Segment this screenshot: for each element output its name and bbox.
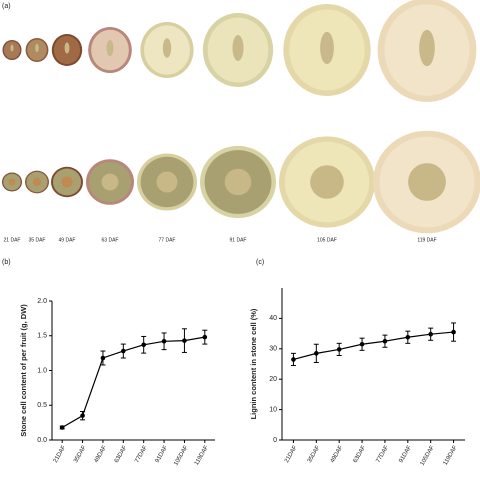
data-line	[293, 331, 454, 361]
fruit-cross-core	[101, 173, 119, 191]
data-point	[451, 329, 456, 335]
data-point	[336, 347, 342, 352]
y-tick-label: 2.0	[37, 298, 47, 305]
stage-label: 119 DAF	[417, 237, 436, 243]
panel-label: (a)	[2, 3, 11, 10]
panel-label: (c)	[256, 259, 264, 266]
data-point	[161, 339, 167, 344]
stage-label: 21 DAF	[4, 237, 21, 243]
y-tick-label: 10	[269, 406, 277, 413]
fruit-cross-core	[32, 177, 42, 187]
data-point	[141, 342, 146, 348]
y-tick-label: 30	[269, 346, 277, 353]
fruit-cross-core	[310, 165, 344, 199]
y-axis-label: Lignin content in stone cell (%)	[249, 308, 258, 419]
x-tick-label: 105DAF	[420, 445, 436, 467]
x-tick-label: 35DAF	[73, 445, 88, 464]
x-tick-label: 63DAF	[114, 445, 129, 464]
data-point	[291, 357, 296, 362]
x-tick-label: 91DAF	[398, 445, 413, 464]
fruit-core	[232, 35, 244, 61]
fruit-core	[35, 43, 39, 53]
x-tick-label: 63DAF	[353, 445, 368, 464]
fruit-core	[10, 44, 14, 52]
panel-label: (b)	[2, 259, 11, 266]
data-point	[182, 338, 187, 343]
stage-label: 91 DAF	[230, 237, 247, 243]
fruit-core	[320, 31, 334, 65]
fruit-core	[64, 42, 70, 54]
stage-label: 49 DAF	[59, 237, 76, 243]
y-tick-label: 1.0	[37, 367, 47, 374]
fruit-core	[419, 29, 435, 67]
data-point	[80, 413, 85, 418]
data-point	[314, 351, 319, 356]
x-tick-label: 91DAF	[155, 445, 170, 464]
fruit-cross-core	[224, 168, 252, 196]
x-tick-label: 21DAF	[53, 445, 68, 464]
fruit-cross-core	[408, 163, 446, 201]
fruit-cross-core	[156, 171, 178, 193]
y-tick-label: 0.0	[37, 437, 47, 444]
x-tick-label: 119DAF	[194, 445, 210, 467]
y-tick-label: 20	[269, 376, 277, 383]
stage-label: 35 DAF	[29, 237, 46, 243]
fruit-cross-core	[8, 178, 16, 186]
data-line	[61, 336, 205, 429]
data-point	[405, 334, 411, 340]
y-tick-label: 0.5	[37, 402, 47, 409]
x-tick-label: 105DAF	[173, 445, 189, 467]
data-point	[202, 334, 208, 340]
data-point	[121, 348, 126, 354]
fruit-photos: 21 DAF 35 DAF 49 DAF 63 DAF 77 DAF 91 DAF 105 …	[2, 0, 480, 243]
y-axis-label: Stone cell content of per fruit (g, DW)	[19, 304, 28, 437]
fruit-cross-core	[61, 176, 73, 188]
y-tick-label: 1.5	[37, 333, 47, 340]
stage-label: 77 DAF	[159, 237, 176, 243]
fruit-core	[106, 39, 114, 57]
x-tick-label: 35DAF	[307, 445, 322, 464]
y-tick-label: 40	[269, 315, 277, 322]
x-tick-label: 77DAF	[375, 445, 390, 464]
x-tick-label: 77DAF	[134, 445, 149, 464]
data-point	[382, 338, 388, 344]
data-point	[359, 341, 365, 347]
fruit-core	[162, 38, 172, 58]
data-point	[428, 331, 433, 337]
x-tick-label: 49DAF	[330, 445, 345, 464]
x-tick-label: 119DAF	[443, 445, 459, 467]
y-tick-label: 0	[273, 437, 277, 444]
stage-label: 105 DAF	[317, 237, 337, 243]
x-tick-label: 21DAF	[284, 445, 299, 464]
stage-label: 63 DAF	[102, 237, 119, 243]
x-tick-label: 49DAF	[93, 445, 108, 464]
data-point	[100, 355, 106, 361]
data-point	[59, 425, 65, 430]
